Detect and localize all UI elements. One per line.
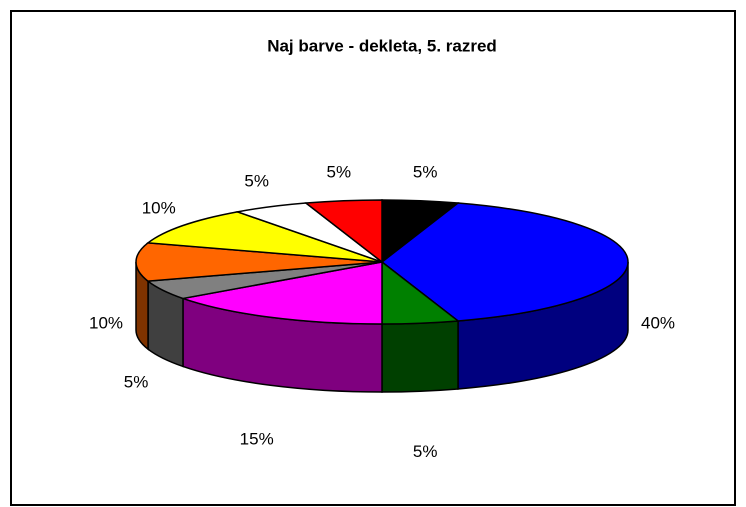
data-label: 5% — [327, 163, 352, 182]
data-label: 5% — [413, 163, 438, 182]
pie-tops — [135, 199, 629, 325]
data-label: 5% — [244, 171, 269, 190]
pie-slice — [180, 261, 383, 325]
pie-slice — [135, 242, 383, 282]
data-label: 10% — [142, 199, 176, 218]
data-labels: 5% 40% 5% 15% 5% 10% 10% 5% 5% — [89, 163, 675, 461]
data-label: 10% — [89, 313, 123, 332]
data-label: 5% — [413, 442, 438, 461]
pie-slice — [303, 199, 383, 264]
data-label: 5% — [124, 373, 149, 392]
pie-slice — [380, 202, 629, 322]
chart-title: Naj barve - dekleta, 5. razred — [267, 36, 497, 55]
data-label: 40% — [641, 313, 675, 332]
pie-sides — [135, 261, 629, 393]
pie-side — [381, 320, 459, 393]
pie-slice — [146, 211, 383, 263]
data-label: 15% — [240, 429, 274, 448]
